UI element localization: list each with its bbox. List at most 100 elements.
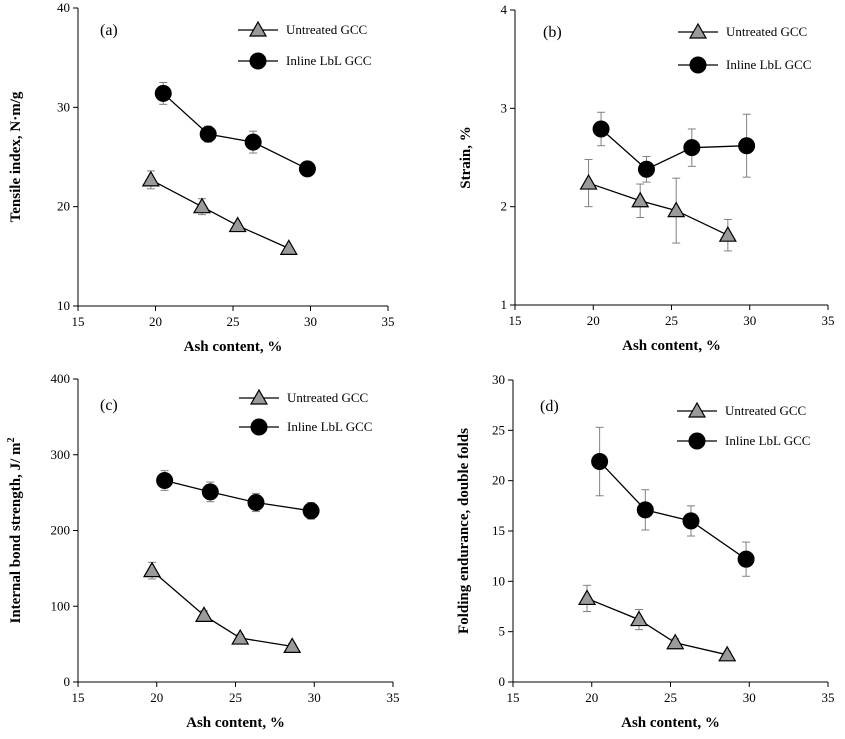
legend-label: Untreated GCC	[726, 24, 807, 39]
y-tick-label: 300	[51, 447, 71, 462]
data-point-circle	[201, 483, 219, 501]
y-axis-title: Internal bond strength, J/ m2	[6, 438, 24, 624]
data-point-circle	[244, 133, 262, 151]
panel-label: (a)	[100, 22, 118, 39]
x-axis-title: Ash content, %	[622, 338, 721, 354]
x-tick-label: 20	[587, 313, 600, 328]
series-line	[586, 597, 728, 656]
panel-label: (b)	[543, 24, 562, 41]
series-untreated-gcc	[141, 170, 298, 255]
legend: Untreated GCC Inline LbL GCC	[678, 22, 811, 74]
y-axis-title: Strain, %	[458, 126, 474, 189]
data-point-circle	[637, 160, 655, 178]
data-point-triangle	[194, 606, 214, 622]
data-point-circle	[199, 125, 217, 143]
legend-marker-circle	[250, 418, 268, 436]
x-tick-label: 25	[227, 314, 240, 329]
panel-label: (c)	[100, 397, 118, 414]
data-point-triangle	[142, 561, 162, 578]
x-axis-title: Ash content, %	[621, 715, 720, 731]
data-point-triangle	[141, 170, 160, 187]
series-line	[150, 179, 290, 249]
y-tick-label: 2	[501, 199, 508, 214]
y-tick-label: 10	[492, 573, 505, 588]
data-point-circle	[636, 501, 654, 519]
series-line	[162, 92, 308, 170]
legend-label: Untreated GCC	[287, 390, 368, 405]
y-tick-label: 25	[492, 422, 505, 437]
legend-marker-triangle	[249, 388, 269, 405]
data-point-circle	[738, 137, 756, 155]
data-point-triangle	[231, 628, 250, 645]
y-tick-label: 1	[501, 297, 508, 312]
data-point-triangle	[579, 173, 598, 190]
data-point-circle	[154, 84, 172, 102]
y-tick-label: 40	[57, 0, 70, 15]
y-tick-label: 100	[51, 598, 71, 613]
data-point-triangle	[666, 633, 685, 650]
data-point-triangle	[228, 216, 247, 233]
data-point-triangle	[279, 239, 298, 255]
data-point-circle	[591, 453, 609, 471]
series-untreated-gcc	[579, 158, 737, 252]
x-tick-label: 25	[229, 690, 242, 705]
series-untreated-gcc	[142, 561, 302, 653]
x-axis-title: Ash content, %	[184, 339, 283, 355]
y-tick-label: 400	[51, 371, 71, 386]
legend: Untreated GCC Inline LbL GCC	[677, 401, 810, 450]
chart-panel-a: 15 20 25 30 35 10 20 30 40 Ash content, % Tensile …	[8, 0, 395, 355]
y-axis-title-superscript: 2	[6, 438, 17, 443]
data-point-triangle	[718, 225, 737, 242]
x-tick-label: 35	[822, 690, 835, 705]
x-tick-label: 15	[72, 690, 85, 705]
y-axis-title: Folding endurance, double folds	[456, 428, 472, 634]
y-tick-label: 0	[499, 674, 506, 689]
x-tick-label: 30	[304, 314, 317, 329]
y-tick-label: 4	[501, 2, 508, 17]
series-inline-lbl-gcc	[154, 82, 316, 178]
legend-label: Inline LbL GCC	[286, 53, 371, 68]
legend-label: Inline LbL GCC	[725, 433, 810, 448]
legend-marker-triangle	[248, 20, 268, 37]
data-point-circle	[302, 502, 320, 520]
x-tick-label: 20	[585, 690, 598, 705]
data-point-triangle	[718, 645, 737, 662]
series-line	[599, 461, 747, 560]
legend-marker-triangle	[688, 22, 708, 39]
data-point-triangle	[667, 201, 686, 218]
x-tick-label: 30	[743, 690, 756, 705]
x-tick-label: 35	[387, 690, 400, 705]
data-point-circle	[156, 472, 174, 490]
series-untreated-gcc	[577, 584, 737, 662]
series-inline-lbl-gcc	[592, 111, 756, 183]
legend: Untreated GCC Inline LbL GCC	[238, 20, 371, 70]
legend-label: Inline LbL GCC	[287, 419, 372, 434]
y-axis-title: Tensile index, N·m/g	[8, 91, 24, 222]
panel-label: (d)	[540, 398, 559, 415]
y-tick-label: 3	[501, 100, 508, 115]
legend-label: Untreated GCC	[725, 403, 806, 418]
legend-label: Untreated GCC	[286, 22, 367, 37]
legend-marker-circle	[688, 432, 706, 450]
x-tick-label: 15	[509, 313, 522, 328]
chart-panel-b: 15 20 25 30 35 1 2 3 4 Ash content, % Strain, % (b)…	[458, 2, 835, 354]
legend-marker-circle	[249, 52, 267, 70]
y-tick-label: 30	[57, 99, 70, 114]
x-tick-label: 20	[149, 314, 162, 329]
data-point-circle	[247, 493, 265, 511]
data-point-circle	[737, 550, 755, 568]
series-inline-lbl-gcc	[591, 426, 755, 577]
legend-marker-triangle	[687, 401, 707, 418]
x-tick-label: 30	[308, 690, 321, 705]
series-line	[164, 479, 312, 512]
x-axis-title: Ash content, %	[186, 715, 285, 731]
chart-panel-c: 15 20 25 30 35 0 100 200 300 400 Ash content, % Int…	[6, 371, 400, 731]
data-point-triangle	[192, 197, 212, 214]
data-point-circle	[683, 139, 701, 157]
series-inline-lbl-gcc	[156, 470, 320, 520]
x-tick-label: 25	[665, 313, 678, 328]
x-tick-label: 20	[150, 690, 163, 705]
y-tick-label: 30	[492, 372, 505, 387]
